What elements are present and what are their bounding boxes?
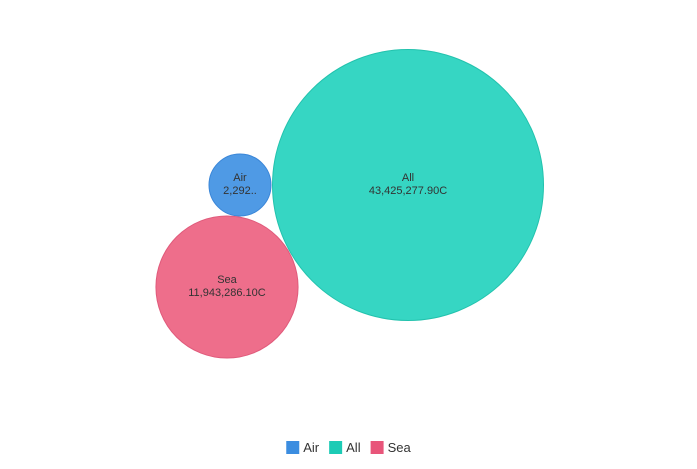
bubble-circle-sea[interactable]: [155, 215, 299, 359]
legend-item-air[interactable]: Air: [286, 440, 320, 455]
legend-label-all[interactable]: All: [346, 440, 361, 455]
bubble-label-name-air: Air: [233, 172, 247, 184]
legend-label-air[interactable]: Air: [303, 440, 320, 455]
legend-swatch-all[interactable]: [329, 441, 343, 454]
bubble-label-value-sea: 11,943,286.10C: [188, 287, 266, 299]
legend-item-sea[interactable]: Sea: [370, 440, 412, 455]
bubble-circle-air[interactable]: [208, 153, 272, 217]
bubble-label-name-sea: Sea: [217, 274, 237, 286]
legend-swatch-air[interactable]: [286, 441, 300, 454]
bubble-label-name-all: All: [402, 172, 414, 184]
legend: Air All Sea: [286, 440, 412, 455]
legend-swatch-sea[interactable]: [370, 441, 384, 454]
bubble-circle-all[interactable]: [272, 49, 544, 321]
legend-label-sea[interactable]: Sea: [388, 440, 412, 455]
bubbles-group: Air2,292..All43,425,277.90CSea11,943,286…: [155, 49, 544, 359]
legend-item-all[interactable]: All: [329, 440, 361, 455]
bubble-label-value-all: 43,425,277.90C: [369, 185, 447, 197]
bubble-label-value-air: 2,292..: [223, 185, 257, 197]
